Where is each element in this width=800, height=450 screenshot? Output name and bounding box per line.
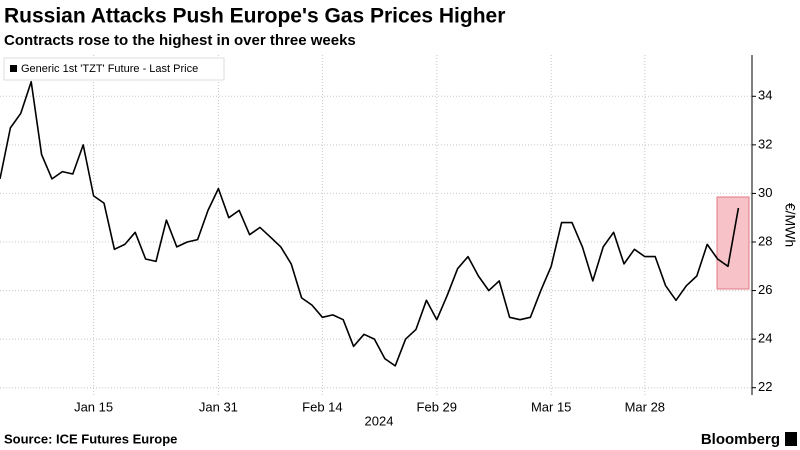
x-tick-label: Feb 29 bbox=[417, 399, 457, 414]
y-tick-label: 22 bbox=[758, 379, 772, 394]
chart-title: Russian Attacks Push Europe's Gas Prices… bbox=[4, 5, 505, 28]
y-tick-label: 34 bbox=[758, 88, 772, 103]
brand: Bloomberg bbox=[701, 431, 780, 448]
y-tick-label: 26 bbox=[758, 282, 772, 297]
chart-subtitle: Contracts rose to the highest in over th… bbox=[4, 32, 356, 49]
brand-icon bbox=[785, 432, 797, 446]
legend-swatch bbox=[10, 65, 17, 72]
y-tick-label: 28 bbox=[758, 233, 772, 248]
y-tick-label: 30 bbox=[758, 185, 772, 200]
line bbox=[0, 80, 740, 367]
x-tick-label: Feb 14 bbox=[302, 399, 342, 414]
legend-label: Generic 1st 'TZT' Future - Last Price bbox=[21, 63, 198, 75]
x-tick-label: Mar 28 bbox=[625, 399, 665, 414]
y-tick-label: 32 bbox=[758, 136, 772, 151]
y-axis-label: €/MWh bbox=[782, 203, 798, 247]
x-tick-label: Mar 15 bbox=[531, 399, 571, 414]
x-tick-label: Jan 15 bbox=[74, 399, 113, 414]
x-tick-label: Jan 31 bbox=[199, 399, 238, 414]
x-axis-label: 2024 bbox=[365, 413, 394, 428]
legend bbox=[3, 57, 225, 81]
y-tick-label: 24 bbox=[758, 331, 772, 346]
source: Source: ICE Futures Europe bbox=[4, 431, 177, 446]
highlight-box bbox=[716, 196, 750, 290]
